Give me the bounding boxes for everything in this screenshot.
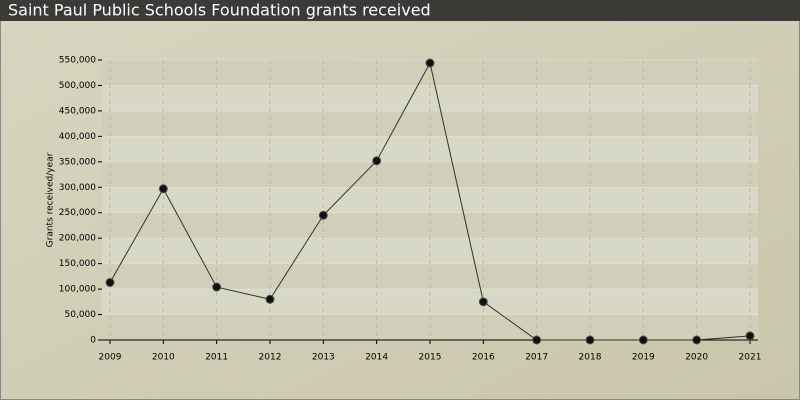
x-tick-label: 2014	[365, 353, 388, 363]
y-tick-label: 200,000	[59, 234, 96, 244]
data-point	[212, 282, 222, 292]
data-point	[478, 297, 488, 307]
y-tick-label: 50,000	[65, 310, 97, 320]
data-point	[532, 335, 542, 345]
data-point	[425, 58, 435, 68]
x-tick-label: 2017	[525, 353, 548, 363]
y-tick-label: 0	[90, 336, 96, 346]
y-tick-label: 100,000	[59, 285, 96, 295]
x-tick-label: 2018	[579, 353, 602, 363]
data-point	[638, 335, 648, 345]
data-point	[745, 331, 755, 341]
x-tick-label: 2020	[685, 353, 708, 363]
data-point	[158, 184, 168, 194]
x-tick-label: 2015	[419, 353, 442, 363]
y-tick-label: 350,000	[59, 157, 96, 167]
x-tick-label: 2019	[632, 353, 655, 363]
y-tick-label: 500,000	[59, 81, 96, 91]
x-tick-label: 2009	[99, 353, 122, 363]
y-axis-label: Grants received/year	[46, 152, 56, 247]
data-point	[265, 294, 275, 304]
y-tick-label: 150,000	[59, 259, 96, 269]
y-tick-label: 550,000	[59, 56, 96, 66]
data-point	[105, 277, 115, 287]
grid-band	[102, 85, 758, 111]
x-tick-label: 2021	[739, 353, 762, 363]
y-tick-label: 400,000	[59, 132, 96, 142]
data-point	[372, 156, 382, 166]
x-tick-label: 2016	[472, 353, 495, 363]
data-point	[692, 335, 702, 345]
y-tick-label: 450,000	[59, 106, 96, 116]
data-point	[318, 210, 328, 220]
data-point	[585, 335, 595, 345]
x-tick-label: 2012	[259, 353, 282, 363]
title-bar	[0, 0, 800, 21]
x-tick-label: 2010	[152, 353, 175, 363]
y-tick-label: 300,000	[59, 183, 96, 193]
y-tick-label: 250,000	[59, 208, 96, 218]
x-tick-label: 2011	[205, 353, 228, 363]
grid-band	[102, 238, 758, 264]
x-tick-label: 2013	[312, 353, 335, 363]
grid-band	[102, 212, 758, 239]
chart-title: Saint Paul Public Schools Foundation gra…	[8, 1, 431, 20]
